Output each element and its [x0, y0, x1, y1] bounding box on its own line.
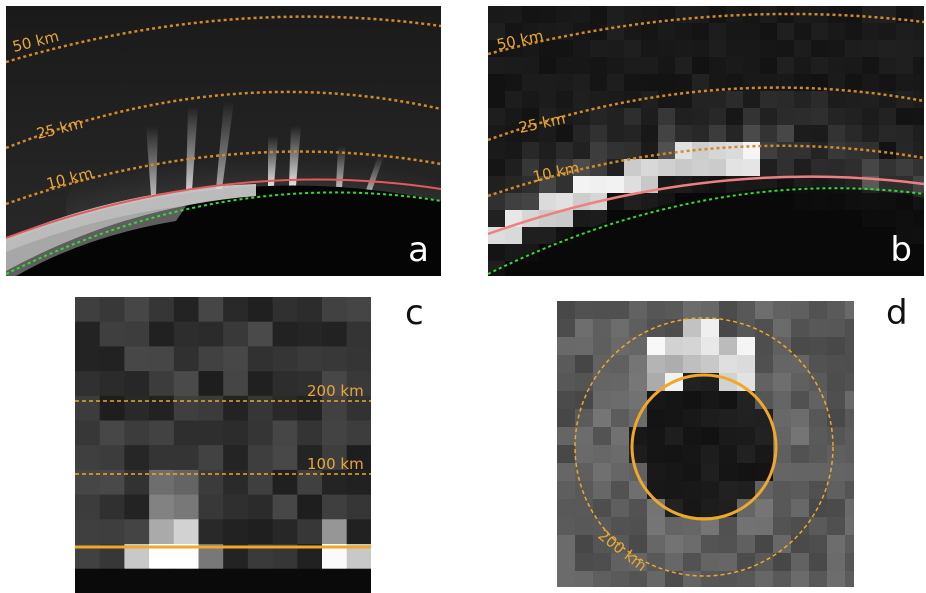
- panel-b-image: 50 km 25 km 10 km b: [488, 6, 924, 276]
- contour-25km: [488, 86, 924, 142]
- contour-50km: [488, 12, 924, 56]
- panel-letter-b: b: [890, 230, 912, 270]
- contour-10km: [6, 150, 441, 206]
- pixel-grid: [75, 297, 371, 593]
- limb-line: [488, 175, 924, 236]
- panel-letter-c: c: [405, 293, 424, 333]
- panel-c-scene: 200 km 100 km: [75, 297, 371, 593]
- moon-body: [488, 186, 924, 276]
- contour-50km: [6, 15, 441, 64]
- surface-line: [488, 187, 924, 275]
- limb-line: [6, 178, 441, 239]
- panel-b-scene: 50 km 25 km 10 km: [488, 6, 924, 276]
- panel-d-image: 200 km: [557, 301, 854, 587]
- surface-circle: [630, 373, 778, 521]
- contour-10km: [488, 144, 924, 198]
- label-200km: 200 km: [307, 382, 364, 400]
- contour-200km-circle: [574, 317, 834, 577]
- panel-letter-d: d: [886, 293, 908, 333]
- panel-d-scene: 200 km: [557, 301, 854, 587]
- panel-letter-a: a: [408, 230, 429, 270]
- panel-a-scene: 50 km 25 km 10 km: [6, 6, 441, 276]
- panel-c-image: 200 km 100 km: [75, 297, 371, 593]
- pixel-grid: [557, 301, 854, 587]
- panel-a-image: 50 km 25 km 10 km a: [6, 6, 441, 276]
- label-100km: 100 km: [307, 455, 364, 473]
